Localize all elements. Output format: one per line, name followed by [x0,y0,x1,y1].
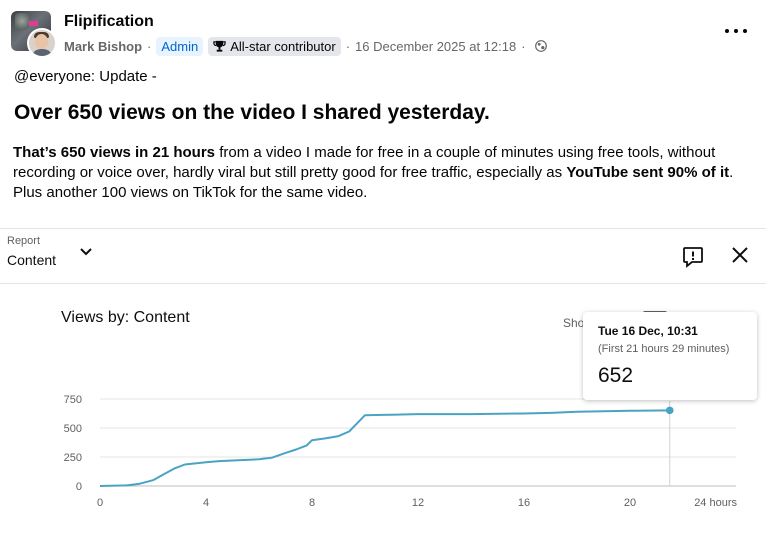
allstar-badge[interactable]: All-star contributor [208,36,341,56]
x-tick-label: 20 [624,497,636,509]
y-tick-label: 750 [64,394,82,406]
globe-icon [534,40,547,52]
meta-separator: · [147,38,152,54]
highlight-point [665,406,674,415]
mention-line: @everyone: Update - [14,68,157,85]
admin-badge[interactable]: Admin [156,36,204,56]
close-icon [732,247,748,263]
meta-separator: · [345,38,351,54]
post-body: That’s 650 views in 21 hours from a vide… [13,143,753,203]
x-tick-label: 12 [412,497,424,509]
y-tick-label: 500 [64,423,82,435]
chart-tooltip: Tue 16 Dec, 10:31 (First 21 hours 29 min… [583,312,757,400]
x-tick-label: 8 [309,497,315,509]
y-tick-label: 0 [76,481,82,493]
more-options-icon[interactable] [725,24,747,38]
report-label: Report [7,235,41,247]
tooltip-value: 652 [598,364,634,387]
tooltip-subtitle: (First 21 hours 29 minutes) [598,343,730,355]
chevron-down-icon [80,248,92,256]
tooltip-date: Tue 16 Dec, 10:31 [598,324,698,338]
x-tick-label: 4 [203,497,209,509]
report-divider [0,283,766,284]
feedback-icon [683,247,703,268]
y-tick-label: 250 [64,452,82,464]
x-tick-label: 24 hours [694,497,737,509]
report-dropdown-value: Content [7,252,57,268]
show-label: Sho [563,316,585,330]
author-name-link[interactable]: Mark Bishop [64,38,143,54]
post-meta: Mark Bishop · Admin All-star contributor… [64,36,547,56]
body-bold-2: YouTube sent 90% of it [566,164,730,181]
x-tick-label: 0 [97,497,103,509]
author-avatar[interactable] [27,28,57,58]
body-text-2: . Plus another 100 views on TikTok for t… [13,164,734,201]
x-tick-label: 16 [518,497,530,509]
group-name-link[interactable]: Flipification [64,13,154,30]
views-line-chart: 750 500 250 0 0 4 8 12 16 20 24 hours [64,394,738,509]
chart-title: Views by: Content [61,309,190,326]
body-bold-1: That’s 650 views in 21 hours [13,144,216,161]
meta-separator: · [521,38,526,54]
post-timestamp-link[interactable]: 16 December 2025 at 12:18 [355,38,517,54]
views-series-line [99,409,670,487]
post-headline: Over 650 views on the video I shared yes… [14,101,490,124]
allstar-badge-label: All-star contributor [230,38,336,54]
body-text-1: from a video I made for free in a couple… [13,144,716,181]
trophy-icon [213,40,226,52]
